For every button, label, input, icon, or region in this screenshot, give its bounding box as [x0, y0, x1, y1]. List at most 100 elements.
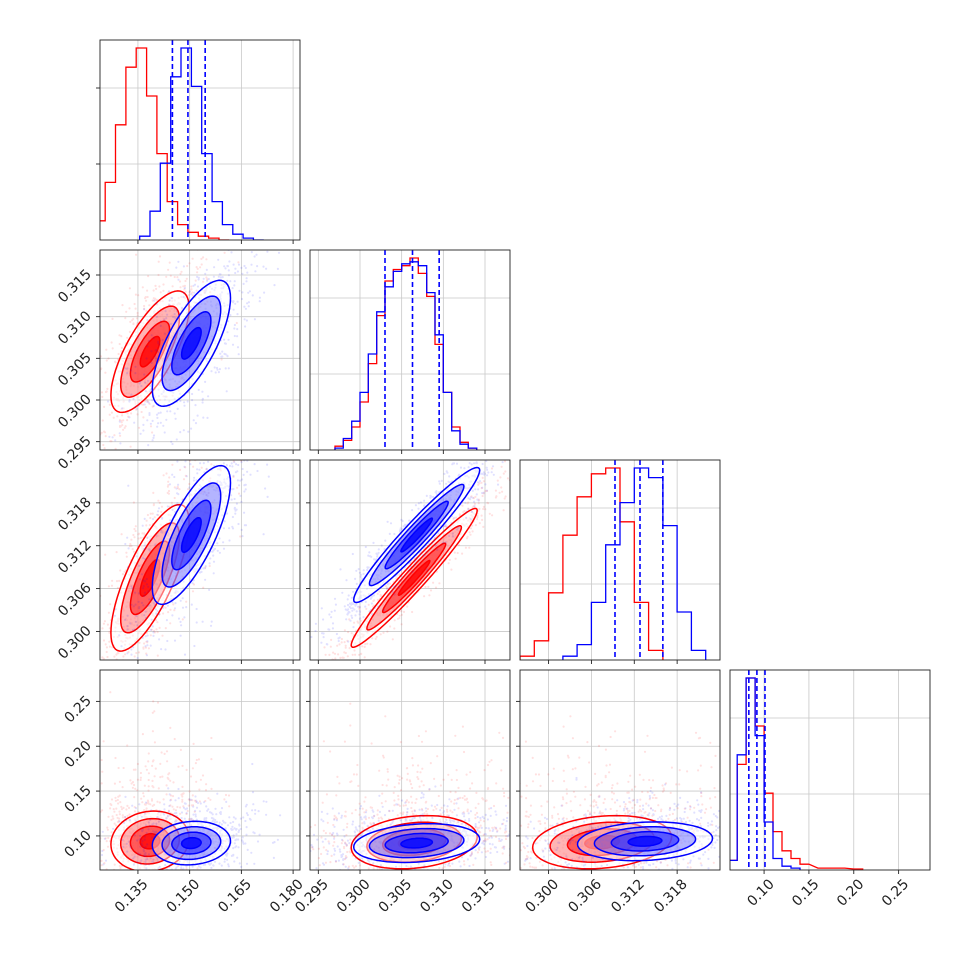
blue-contour-line [171, 831, 212, 855]
red-contour-line [129, 320, 171, 383]
panel-2-0 [96, 459, 301, 664]
x-tick-label: 0.300 [523, 876, 563, 916]
x-tick-label: 0.135 [112, 876, 152, 916]
y-tick-label: 0.25 [61, 693, 94, 726]
blue-contour-line [400, 837, 434, 849]
x-tick-label: 0.315 [459, 876, 499, 916]
blue-density-core [181, 327, 202, 360]
red-scatter-points [310, 702, 510, 870]
red-histogram-series [334, 257, 478, 450]
red-contour-line [350, 507, 478, 648]
red-histogram-series [100, 47, 230, 240]
blue-density-core [400, 518, 433, 552]
y-tick-label: 0.15 [61, 783, 94, 816]
blue-contour-line [368, 483, 465, 587]
red-contour-line [119, 522, 181, 634]
red-contour-line [381, 542, 447, 614]
x-tick-label: 0.312 [608, 876, 648, 916]
red-contour-line [129, 825, 171, 858]
blue-contour-line [151, 464, 232, 606]
panel-3-3 [729, 669, 931, 874]
y-tick-label: 0.315 [55, 267, 95, 307]
blue-contour-line [352, 822, 481, 864]
x-tick-label: 0.15 [789, 876, 822, 909]
x-tick-label: 0.310 [417, 876, 457, 916]
blue-contour-line [384, 500, 449, 570]
panel-frame [519, 669, 721, 871]
panel-2-2 [519, 459, 721, 664]
blue-histogram-series [730, 677, 801, 870]
red-contour-line [366, 525, 463, 631]
panel-2-1 [306, 459, 511, 664]
blue-density-core [181, 517, 202, 553]
y-tick-label: 0.312 [55, 537, 95, 577]
blue-contour-line [593, 826, 697, 857]
y-tick-label: 0.10 [61, 827, 94, 860]
red-contour-line [531, 814, 673, 870]
y-tick-label: 0.305 [55, 350, 95, 390]
panel-frame [99, 669, 301, 871]
y-tick-label: 0.295 [55, 433, 95, 473]
x-tick-label: 0.150 [164, 876, 204, 916]
red-contour-line [129, 540, 171, 616]
y-tick-label: 0.306 [55, 580, 95, 620]
blue-contour-line [151, 820, 232, 866]
y-tick-label: 0.310 [55, 308, 95, 348]
panel-1-1 [309, 249, 511, 454]
red-contour-line [110, 810, 190, 870]
x-tick-label: 0.165 [215, 876, 255, 916]
red-contour-line [350, 814, 478, 870]
panel-1-0 [96, 249, 301, 454]
red-contour-line [139, 558, 161, 597]
x-tick-label: 0.306 [565, 876, 605, 916]
blue-contour-line [161, 482, 222, 588]
blue-histogram-series [334, 261, 478, 450]
blue-contour-line [180, 326, 202, 360]
panel-frame [309, 459, 511, 661]
y-tick-label: 0.300 [55, 623, 95, 663]
blue-histogram-series [562, 467, 707, 660]
blue-density-core [400, 838, 433, 848]
x-tick-label: 0.305 [376, 876, 416, 916]
blue-contour-line [352, 466, 481, 604]
red-contour-line [139, 335, 161, 368]
blue-scatter-points [100, 762, 282, 870]
panel-frame [309, 249, 511, 451]
panel-frame [99, 459, 301, 661]
red-contour-line [397, 559, 431, 596]
blue-contour-line [171, 311, 212, 376]
blue-histogram-series [139, 47, 264, 240]
panel-0-0 [96, 39, 301, 244]
red-density-core [398, 560, 430, 596]
blue-contour-line [610, 830, 680, 852]
red-density-core [584, 835, 620, 849]
panel-frame [99, 39, 301, 241]
blue-contour-line [384, 832, 449, 854]
y-tick-label: 0.318 [55, 494, 95, 534]
red-contour-line [110, 290, 190, 414]
panel-frame [309, 669, 511, 871]
x-tick-label: 0.20 [834, 876, 867, 909]
blue-contour-line [368, 827, 465, 859]
panel-frame [99, 249, 301, 451]
red-contour-line [584, 834, 621, 850]
red-density-core [140, 336, 160, 367]
blue-contour-line [161, 825, 222, 861]
x-tick-label: 0.25 [879, 876, 912, 909]
blue-density-core [181, 837, 202, 849]
blue-scatter-points [310, 460, 504, 646]
panel-3-2 [516, 669, 721, 874]
panel-frame [519, 459, 721, 661]
red-contour-line [381, 828, 447, 857]
panel-3-1 [306, 669, 511, 874]
blue-contour-line [151, 279, 232, 408]
blue-contour-line [180, 516, 202, 554]
x-tick-label: 0.10 [744, 876, 777, 909]
panel-3-0 [96, 669, 301, 874]
y-tick-label: 0.20 [61, 738, 94, 771]
panel-frame [729, 669, 931, 871]
red-contour-line [110, 503, 190, 652]
blue-contour-line [400, 517, 434, 553]
blue-contour-line [180, 836, 202, 850]
